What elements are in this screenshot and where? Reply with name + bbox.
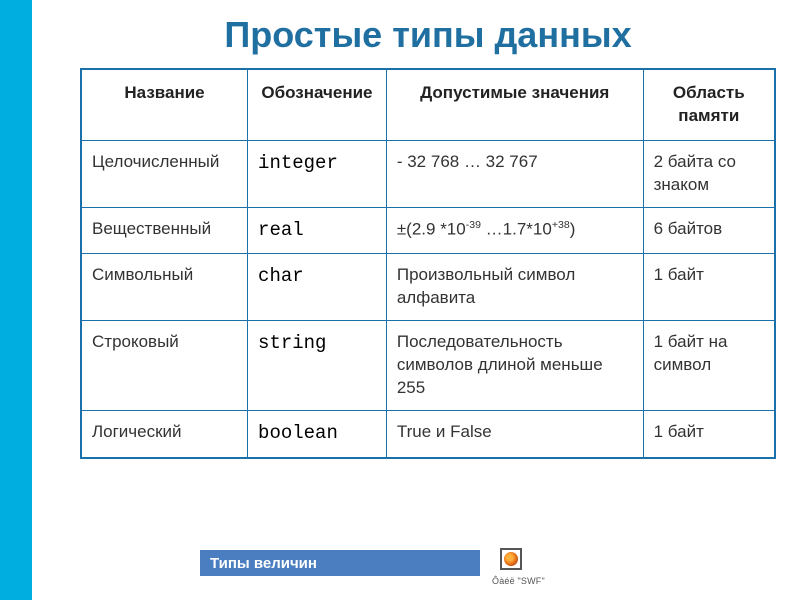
cell-memory: 2 байта со знаком <box>643 140 775 207</box>
swf-caption: Ôàéë "SWF" <box>492 576 545 586</box>
column-header: Область памяти <box>643 69 775 140</box>
cell-name: Целочисленный <box>81 140 248 207</box>
table-row: Символьный char Произвольный символ алфа… <box>81 254 775 321</box>
cell-name: Логический <box>81 411 248 458</box>
table-row: Логический boolean True и False 1 байт <box>81 411 775 458</box>
cell-memory: 1 байт на символ <box>643 321 775 411</box>
cell-notation: char <box>248 254 387 321</box>
column-header: Допустимые значения <box>386 69 643 140</box>
footer-label: Типы величин <box>210 555 317 572</box>
cell-memory: 6 байтов <box>643 207 775 254</box>
table-row: Вещественный real ±(2.9 *10-39 …1.7*10+3… <box>81 207 775 254</box>
cell-memory: 1 байт <box>643 411 775 458</box>
column-header: Обозначение <box>248 69 387 140</box>
cell-memory: 1 байт <box>643 254 775 321</box>
cell-values: Последовательность символов длиной меньш… <box>386 321 643 411</box>
cell-name: Символьный <box>81 254 248 321</box>
swf-icon-box[interactable] <box>500 548 522 570</box>
cell-values: ±(2.9 *10-39 …1.7*10+38) <box>386 207 643 254</box>
left-accent-bar <box>0 0 32 600</box>
swf-icon <box>504 552 518 566</box>
cell-notation: boolean <box>248 411 387 458</box>
content-area: Простые типы данных Название Обозначение… <box>32 0 800 459</box>
data-types-table: Название Обозначение Допустимые значения… <box>80 68 776 459</box>
page-title: Простые типы данных <box>80 14 776 56</box>
cell-values: Произвольный символ алфавита <box>386 254 643 321</box>
cell-values: - 32 768 … 32 767 <box>386 140 643 207</box>
table-header-row: Название Обозначение Допустимые значения… <box>81 69 775 140</box>
cell-notation: string <box>248 321 387 411</box>
cell-notation: real <box>248 207 387 254</box>
cell-notation: integer <box>248 140 387 207</box>
table-row: Строковый string Последовательность симв… <box>81 321 775 411</box>
table-row: Целочисленный integer - 32 768 … 32 767 … <box>81 140 775 207</box>
column-header: Название <box>81 69 248 140</box>
cell-name: Строковый <box>81 321 248 411</box>
footer-bar[interactable]: Типы величин <box>200 550 480 576</box>
cell-name: Вещественный <box>81 207 248 254</box>
cell-values: True и False <box>386 411 643 458</box>
